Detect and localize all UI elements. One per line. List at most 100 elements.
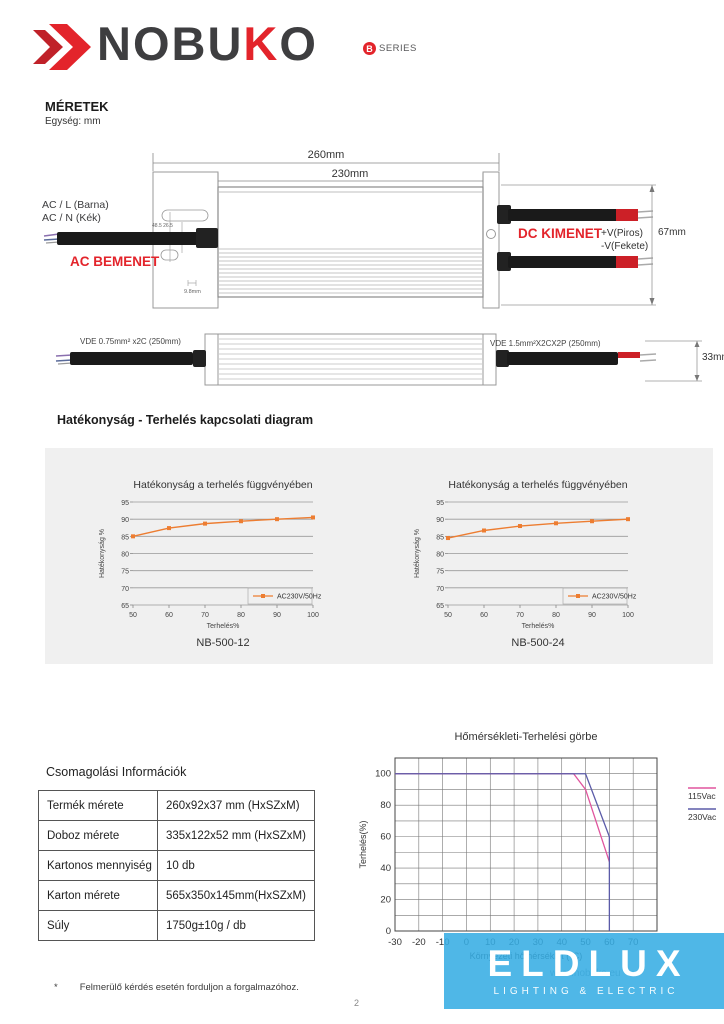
svg-text:90: 90 xyxy=(273,612,281,619)
svg-text:40: 40 xyxy=(380,863,391,874)
label-ac-input: AC BEMENET xyxy=(70,254,160,269)
packaging-title: Csomagolási Információk xyxy=(46,765,187,779)
row-label: Karton mérete xyxy=(38,880,158,911)
eldlux-logo: ELDLUX LIGHTING & ELECTRIC xyxy=(444,933,724,1009)
svg-text:0: 0 xyxy=(386,926,391,937)
label-cable-out: VDE 1.5mm²X2CX2P (250mm) xyxy=(490,339,601,348)
row-label: Doboz mérete xyxy=(38,820,158,851)
brand-text: NOBU xyxy=(97,17,244,70)
efficiency-heading: Hatékonyság - Terhelés kapcsolati diagra… xyxy=(57,413,314,427)
table-row: Kartonos mennyiség 10 db xyxy=(38,850,315,881)
svg-text:70: 70 xyxy=(201,612,209,619)
svg-text:95: 95 xyxy=(436,500,444,507)
svg-text:70: 70 xyxy=(121,586,129,593)
dim-260mm: 260mm xyxy=(308,149,345,161)
svg-text:Hatékonyság a terhelés függvén: Hatékonyság a terhelés függvényében xyxy=(133,479,312,491)
row-label: Kartonos mennyiség xyxy=(38,850,158,881)
svg-text:70: 70 xyxy=(516,612,524,619)
svg-text:60: 60 xyxy=(165,612,173,619)
svg-text:Hatékonyság %: Hatékonyság % xyxy=(99,529,106,578)
row-value: 565x350x145mm(HxSZxM) xyxy=(157,880,315,911)
svg-text:Hőmérsékleti-Terhelési görbe: Hőmérsékleti-Terhelési görbe xyxy=(454,731,597,743)
table-row: Termék mérete 260x92x37 mm (HxSZxM) xyxy=(38,790,315,821)
row-value: 335x122x52 mm (HxSZxM) xyxy=(157,820,315,851)
svg-text:90: 90 xyxy=(588,612,596,619)
row-value: 1750g±10g / db xyxy=(157,910,315,941)
svg-text:70: 70 xyxy=(436,586,444,593)
svg-text:20: 20 xyxy=(380,895,391,906)
svg-text:Terhelés%: Terhelés% xyxy=(522,623,555,630)
efficiency-panel xyxy=(45,448,713,664)
svg-text:75: 75 xyxy=(436,569,444,576)
technical-drawing: 260mm 230mm 48.5 26.5 9.8mm xyxy=(42,149,724,386)
svg-text:50: 50 xyxy=(129,612,137,619)
svg-text:Hatékonyság %: Hatékonyság % xyxy=(414,529,421,578)
dim-230mm: 230mm xyxy=(332,168,369,180)
chart-caption-nb-500-12: NB-500-12 xyxy=(196,637,250,649)
eldlux-logo-subtitle: LIGHTING & ELECTRIC xyxy=(493,986,679,997)
svg-text:95: 95 xyxy=(121,500,129,507)
label-ac-l: AC / L (Barna) xyxy=(42,199,109,211)
brand-logo: NOBUKO xyxy=(97,20,318,67)
svg-text:Terhelés(%): Terhelés(%) xyxy=(358,820,368,868)
row-label: Termék mérete xyxy=(38,790,158,821)
svg-text:80: 80 xyxy=(121,552,129,559)
footnote: * Felmerülő kérdés esetén forduljon a for… xyxy=(54,982,299,993)
dim-bracket: 48.5 26.5 xyxy=(152,223,173,229)
efficiency-chart-nb-500-24: 65 70 75 80 85 90 95 50 60 70 80 90 100 Hatékonyság a… xyxy=(403,462,673,639)
svg-text:90: 90 xyxy=(121,517,129,524)
svg-text:115Vac: 115Vac xyxy=(688,791,716,801)
svg-text:80: 80 xyxy=(552,612,560,619)
label-dc-minus: -V(Fekete) xyxy=(601,241,648,252)
svg-text:100: 100 xyxy=(375,769,391,780)
row-value: 260x92x37 mm (HxSZxM) xyxy=(157,790,315,821)
brand-accent-letter: K xyxy=(243,17,280,70)
footnote-asterisk: * xyxy=(54,982,58,993)
svg-text:100: 100 xyxy=(622,612,634,619)
dim-33mm: 33mm xyxy=(702,352,724,363)
svg-text:60: 60 xyxy=(380,832,391,843)
svg-text:50: 50 xyxy=(444,612,452,619)
svg-text:85: 85 xyxy=(121,534,129,541)
brand-chevron-icon xyxy=(33,24,91,70)
table-row: Súly 1750g±10g / db xyxy=(38,910,315,941)
svg-text:90: 90 xyxy=(436,517,444,524)
dimensions-title: MÉRETEK xyxy=(45,99,109,114)
svg-text:100: 100 xyxy=(307,612,319,619)
label-dc-plus: +V(Piros) xyxy=(601,228,643,239)
dimensions-unit: Egység: mm xyxy=(45,116,101,127)
packaging-table: Termék mérete 260x92x37 mm (HxSZxM) Dobo… xyxy=(38,790,315,941)
svg-text:Terhelés%: Terhelés% xyxy=(207,623,240,630)
series-badge-icon: B xyxy=(363,42,376,55)
series-label: SERIES xyxy=(379,43,417,54)
eldlux-logo-text: ELDLUX xyxy=(487,943,690,984)
dim-67mm: 67mm xyxy=(658,227,686,238)
svg-text:-10: -10 xyxy=(436,937,450,948)
svg-text:65: 65 xyxy=(436,603,444,610)
dim-foot: 9.8mm xyxy=(184,289,201,295)
table-row: Doboz mérete 335x122x52 mm (HxSZxM) xyxy=(38,820,315,851)
label-cable-in: VDE 0.75mm² x2C (250mm) xyxy=(80,337,181,346)
series-badge: B SERIES xyxy=(363,42,417,55)
svg-text:65: 65 xyxy=(121,603,129,610)
brand-text-end: O xyxy=(279,17,318,70)
table-row: Karton mérete 565x350x145mm(HxSZxM) xyxy=(38,880,315,911)
page-number: 2 xyxy=(354,998,360,1008)
svg-text:80: 80 xyxy=(237,612,245,619)
svg-text:60: 60 xyxy=(480,612,488,619)
svg-text:AC230V/50Hz: AC230V/50Hz xyxy=(277,594,322,601)
chart-caption-nb-500-24: NB-500-24 xyxy=(511,637,565,649)
efficiency-chart-nb-500-12: 65 70 75 80 85 90 95 50 60 70 80 90 100 Hatékonyság a… xyxy=(88,462,358,639)
svg-text:230Vac: 230Vac xyxy=(688,812,717,822)
svg-text:-20: -20 xyxy=(412,937,426,948)
svg-text:80: 80 xyxy=(380,800,391,811)
svg-text:AC230V/50Hz: AC230V/50Hz xyxy=(592,594,637,601)
footnote-text: Felmerülő kérdés esetén forduljon a forg… xyxy=(79,982,299,993)
svg-text:80: 80 xyxy=(436,552,444,559)
row-value: 10 db xyxy=(157,850,315,881)
svg-text:75: 75 xyxy=(121,569,129,576)
svg-text:-30: -30 xyxy=(388,937,402,948)
svg-text:85: 85 xyxy=(436,534,444,541)
row-label: Súly xyxy=(38,910,158,941)
